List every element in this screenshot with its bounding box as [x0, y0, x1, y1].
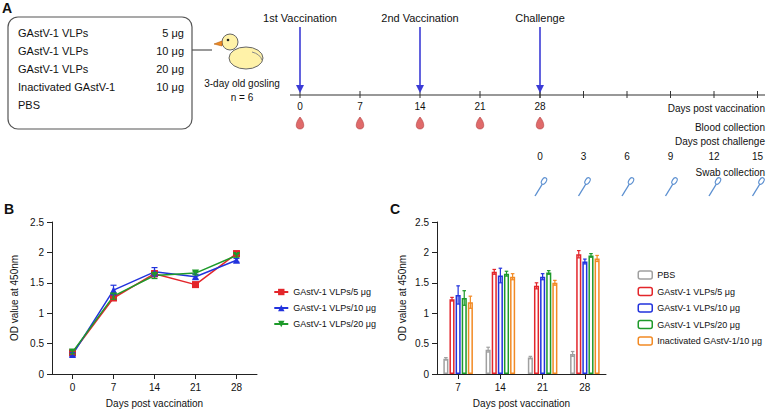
svg-text:GAstV-1 VLPs/20 μg: GAstV-1 VLPs/20 μg	[657, 320, 740, 330]
svg-text:0: 0	[70, 382, 76, 393]
svg-text:1: 1	[38, 308, 44, 319]
svg-text:7: 7	[455, 382, 461, 393]
svg-text:14: 14	[495, 382, 507, 393]
svg-text:3-day old gosling: 3-day old gosling	[204, 78, 280, 89]
svg-text:3: 3	[581, 151, 587, 162]
svg-text:5 μg: 5 μg	[162, 27, 184, 39]
svg-text:2nd Vaccination: 2nd Vaccination	[381, 12, 458, 24]
svg-text:GAstV-1 VLPs/5 μg: GAstV-1 VLPs/5 μg	[657, 287, 735, 297]
svg-text:GAstV-1 VLPs: GAstV-1 VLPs	[18, 63, 89, 75]
svg-text:GAstV-1 VLPs/5 μg: GAstV-1 VLPs/5 μg	[293, 287, 371, 297]
html-text:B: B	[4, 201, 15, 217]
svg-text:14: 14	[414, 101, 426, 112]
svg-text:28: 28	[231, 382, 243, 393]
svg-text:GAstV-1 VLPs: GAstV-1 VLPs	[18, 27, 89, 39]
svg-text:0: 0	[38, 369, 44, 380]
svg-text:GAstV-1 VLPs/10 μg: GAstV-1 VLPs/10 μg	[293, 303, 376, 313]
svg-text:7: 7	[111, 382, 117, 393]
svg-text:28: 28	[534, 101, 546, 112]
svg-text:0: 0	[537, 151, 543, 162]
svg-text:n = 6: n = 6	[231, 92, 254, 103]
svg-text:GAstV-1 VLPs/10 μg: GAstV-1 VLPs/10 μg	[657, 303, 740, 313]
svg-text:0.5: 0.5	[30, 338, 44, 349]
svg-text:1: 1	[423, 308, 429, 319]
svg-text:Days post vaccination: Days post vaccination	[106, 398, 203, 409]
svg-text:12: 12	[708, 151, 720, 162]
svg-text:21: 21	[537, 382, 549, 393]
svg-text:OD value at 450nm: OD value at 450nm	[9, 255, 20, 341]
svg-text:10 μg: 10 μg	[156, 45, 184, 57]
svg-text:GAstV-1 VLPs: GAstV-1 VLPs	[18, 45, 89, 57]
svg-text:2: 2	[38, 247, 44, 258]
svg-text:PBS: PBS	[657, 270, 675, 280]
svg-text:Swab collection: Swab collection	[696, 167, 765, 178]
svg-text:2.5: 2.5	[30, 217, 44, 228]
svg-text:1.5: 1.5	[30, 277, 44, 288]
svg-text:1st Vaccination: 1st Vaccination	[263, 12, 337, 24]
svg-text:Blood collection: Blood collection	[695, 122, 765, 133]
svg-text:Inactivated GAstV-1/10 μg: Inactivated GAstV-1/10 μg	[657, 336, 762, 346]
svg-text:1.5: 1.5	[415, 277, 429, 288]
svg-text:OD value at 450nm: OD value at 450nm	[397, 255, 408, 341]
svg-text:0: 0	[297, 101, 303, 112]
svg-text:Days post challenge: Days post challenge	[675, 136, 765, 147]
svg-text:21: 21	[190, 382, 202, 393]
svg-text:7: 7	[357, 101, 363, 112]
svg-text:Inactivated GAstV-1: Inactivated GAstV-1	[18, 81, 115, 93]
svg-text:6: 6	[624, 151, 630, 162]
svg-text:9: 9	[668, 151, 674, 162]
svg-text:20 μg: 20 μg	[156, 63, 184, 75]
svg-text:Days post vaccination: Days post vaccination	[668, 103, 765, 114]
svg-text:21: 21	[474, 101, 486, 112]
svg-text:28: 28	[579, 382, 591, 393]
svg-text:GAstV-1 VLPs/20 μg: GAstV-1 VLPs/20 μg	[293, 319, 376, 329]
svg-text:2: 2	[423, 247, 429, 258]
svg-text:10 μg: 10 μg	[156, 81, 184, 93]
svg-text:Days post vaccination: Days post vaccination	[473, 398, 570, 409]
svg-text:0: 0	[423, 369, 429, 380]
svg-text:Challenge: Challenge	[515, 12, 565, 24]
svg-text:14: 14	[149, 382, 161, 393]
svg-text:0.5: 0.5	[415, 338, 429, 349]
svg-text:A: A	[2, 0, 12, 16]
svg-text:PBS: PBS	[18, 99, 40, 111]
svg-text:2.5: 2.5	[415, 217, 429, 228]
html-text:C: C	[390, 201, 401, 217]
svg-text:15: 15	[752, 151, 764, 162]
